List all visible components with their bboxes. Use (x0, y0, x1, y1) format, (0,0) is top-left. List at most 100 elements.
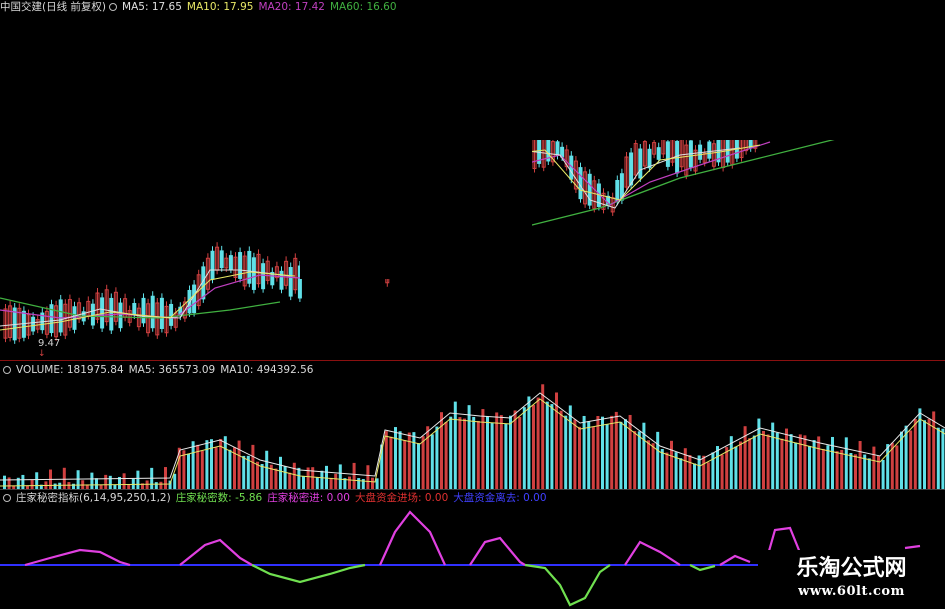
volume-bar (826, 445, 830, 489)
volume-bar (449, 416, 453, 489)
volume-bar (269, 464, 273, 489)
secret-in-label: 庄家秘密进: 0.00 (267, 492, 350, 504)
price-candle-body (601, 192, 606, 210)
indicator-pink-line (763, 526, 807, 566)
volume-bar (923, 420, 926, 489)
price-candle-body (54, 305, 59, 338)
volume-bar (352, 462, 356, 489)
volume-bar (863, 454, 867, 489)
volume-bar (693, 463, 696, 489)
price-candle-body (169, 303, 174, 326)
volume-bar (605, 424, 609, 489)
volume-bar (697, 455, 701, 489)
volume-bar (361, 479, 365, 489)
volume-bar (858, 441, 862, 489)
price-candle-body (684, 144, 689, 176)
indicator-pink-line (624, 540, 681, 566)
volume-bar (904, 425, 908, 489)
price-candle-body (592, 180, 597, 209)
price-candle-body (49, 304, 54, 334)
volume-bar (895, 445, 899, 489)
volume-bar (242, 455, 246, 489)
volume-bar (564, 415, 568, 489)
price-candle-body (26, 314, 31, 336)
volume-bar (762, 430, 765, 489)
price-candle-body (141, 297, 146, 324)
volume-bar (918, 408, 922, 489)
volume-bar (927, 418, 931, 489)
price-candle-body (297, 265, 302, 299)
stock-title: 中国交建(日线 前复权) (0, 1, 107, 13)
volume-bar (840, 449, 844, 489)
volume-bar (522, 407, 526, 489)
volume-bar (941, 428, 945, 489)
volume-bar (867, 458, 871, 489)
volume-bar (932, 411, 936, 489)
price-candle-body (578, 167, 583, 200)
price-candle-body (228, 255, 233, 270)
price-candle-body (17, 307, 22, 339)
volume-bar (780, 438, 784, 489)
volume-bar (196, 444, 200, 489)
volume-bar (426, 426, 430, 489)
price-candle-body (63, 303, 68, 336)
volume-bar (430, 434, 434, 489)
volume-bar (545, 401, 549, 489)
volume-bar (601, 416, 604, 489)
volume-bar (30, 479, 34, 489)
volume-bar (568, 405, 572, 489)
price-candle-body (192, 284, 197, 314)
volume-bar (775, 432, 779, 489)
price-candle-body (210, 250, 215, 280)
price-candle-body (164, 305, 169, 334)
volume-bar (610, 415, 614, 489)
volume-bar (785, 428, 788, 489)
volume-bar (440, 412, 443, 489)
volume-bar (214, 447, 218, 489)
indicator-pink-line (469, 536, 526, 566)
volume-bar (716, 446, 719, 489)
volume-bar (481, 409, 485, 489)
volume-bar (665, 452, 669, 489)
ma10-line-left (0, 271, 296, 331)
volume-ma10-label: MA10: 494392.56 (220, 364, 314, 376)
settings-circle-icon[interactable] (109, 3, 118, 11)
settings-circle-icon[interactable] (3, 366, 11, 374)
ma60-line-left (0, 297, 281, 319)
volume-bar (591, 426, 595, 489)
volume-bar (573, 419, 577, 489)
volume-bar (288, 472, 292, 489)
price-candle-body (159, 297, 164, 329)
volume-bar (85, 484, 89, 489)
volume-bar (881, 459, 885, 489)
volume-ma5-label: MA5: 365573.09 (128, 364, 216, 376)
price-candle-body (205, 257, 210, 290)
price-candle-body (21, 310, 26, 338)
volume-bar (366, 465, 370, 489)
volume-bar (683, 448, 687, 489)
volume-bar (39, 484, 43, 489)
price-candle-body (261, 263, 266, 290)
volume-bar (582, 415, 586, 489)
volume-bar (95, 478, 98, 489)
volume-bar (490, 422, 494, 489)
indicator-header: 庄家秘密指标(6,14,95,250,1,2) 庄家秘密数: -5.86 庄家秘密进… (0, 491, 552, 505)
chart-mask-bottom (660, 295, 945, 360)
price-candle-body (707, 141, 712, 159)
volume-bar (472, 416, 476, 489)
volume-bar (394, 427, 397, 489)
volume-panel[interactable]: VOLUME: 181975.84 MA5: 365573.09 MA10: 494… (0, 362, 945, 490)
indicator-panel[interactable]: 庄家秘密指标(6,14,95,250,1,2) 庄家秘密数: -5.86 庄家秘密进… (0, 490, 945, 609)
watermark-url: www.60lt.com (798, 584, 905, 599)
settings-circle-icon[interactable] (3, 494, 11, 502)
ma5-label: MA5: 17.65 (122, 1, 182, 13)
price-candle-body (564, 149, 569, 168)
volume-bar (380, 444, 384, 489)
volume-bar (219, 438, 223, 489)
price-candle-body (633, 143, 638, 176)
price-candle-body (265, 260, 270, 281)
volume-bar (633, 430, 637, 489)
volume-bar (734, 446, 738, 489)
volume-bar (104, 474, 108, 489)
price-panel[interactable]: 中国交建(日线 前复权) MA5: 17.65 MA10: 17.95 MA20: 1… (0, 0, 945, 362)
